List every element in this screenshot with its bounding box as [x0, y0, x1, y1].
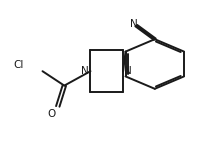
Text: N: N: [124, 66, 132, 76]
Text: N: N: [81, 66, 89, 76]
Text: Cl: Cl: [13, 60, 24, 70]
Text: N: N: [130, 19, 138, 29]
Text: O: O: [47, 109, 55, 119]
